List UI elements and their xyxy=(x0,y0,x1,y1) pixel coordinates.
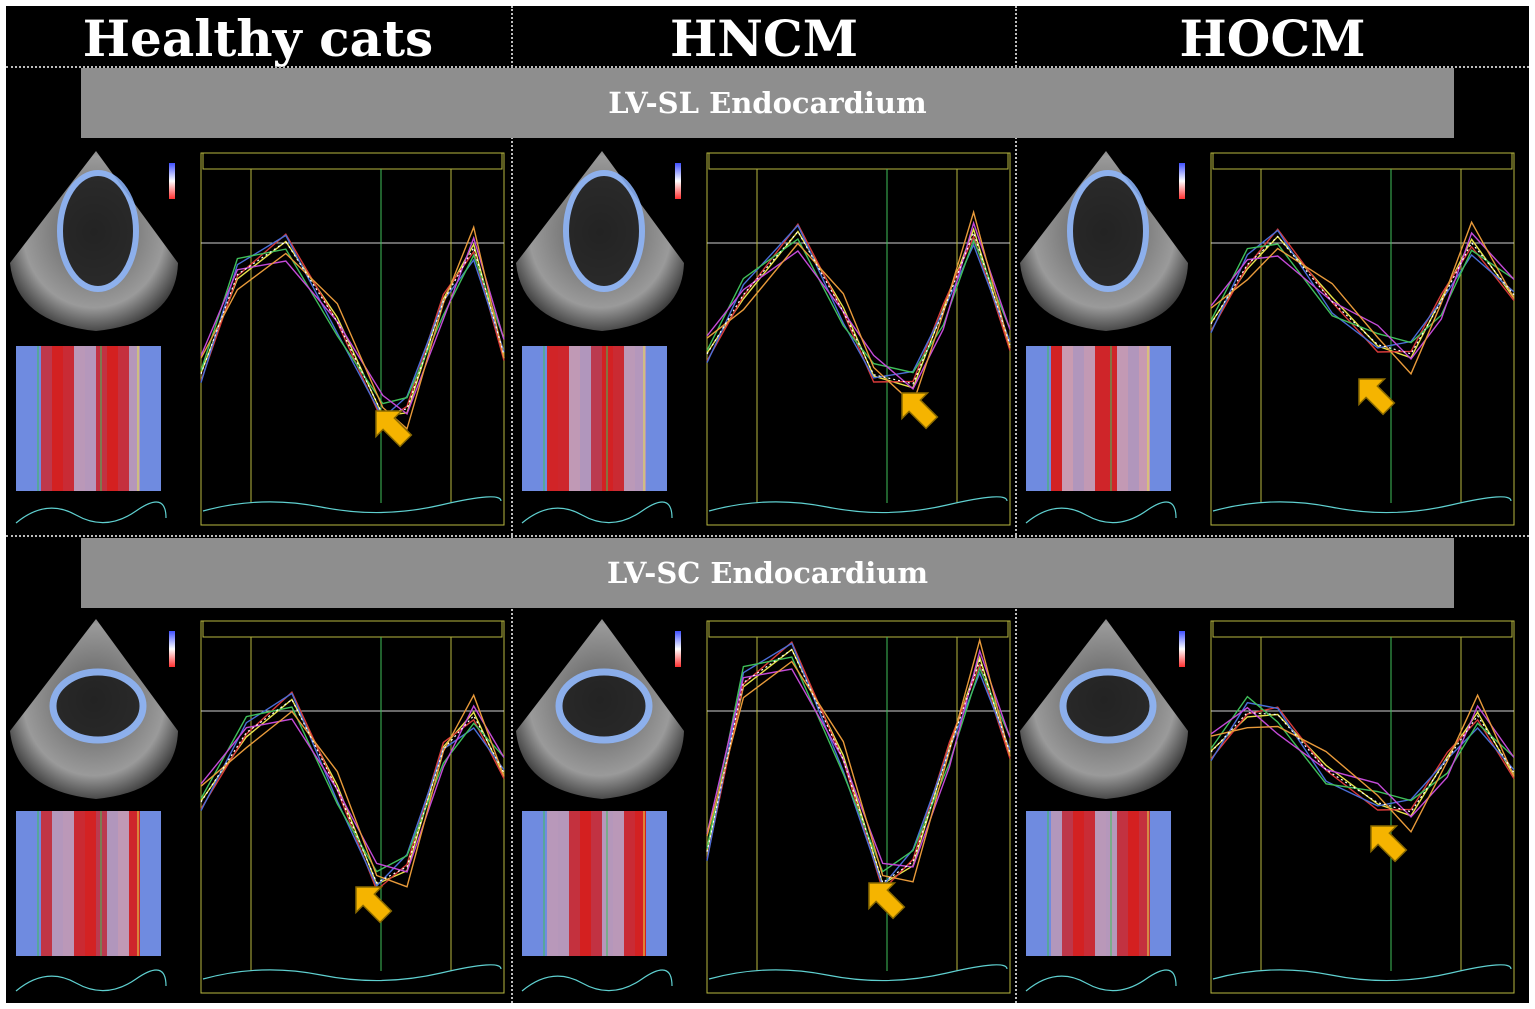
strain-curve-graph xyxy=(706,620,1011,994)
strain-curve-graph xyxy=(200,620,505,994)
echocardiogram-sector-image xyxy=(10,619,178,799)
panel-hocm-sc xyxy=(1016,611,1520,999)
figure-panel: Healthy cats HNCM HOCM LV-SL Endocardium… xyxy=(6,6,1529,1003)
panel-hncm-sl xyxy=(512,143,1016,531)
yellow-arrow-icon xyxy=(1370,825,1408,863)
strain-curve-graph xyxy=(706,152,1011,526)
yellow-arrow-icon xyxy=(901,392,939,430)
strain-color-map xyxy=(1026,346,1171,491)
strain-curve-graph xyxy=(1210,152,1515,526)
row-banner-lv-sc: LV-SC Endocardium xyxy=(81,538,1454,608)
echocardiogram-sector-image xyxy=(516,619,684,799)
echocardiogram-sector-image xyxy=(10,151,178,331)
panel-drawing xyxy=(1020,151,1515,526)
strain-color-map xyxy=(16,811,161,956)
panel-drawing xyxy=(10,619,505,994)
echocardiogram-sector-image xyxy=(1020,619,1188,799)
yellow-arrow-icon xyxy=(1358,378,1396,416)
panel-drawing xyxy=(10,151,505,526)
panel-healthy-sc xyxy=(6,611,510,999)
panel-drawing xyxy=(516,619,1011,994)
panel-drawing xyxy=(1020,619,1515,994)
panel-healthy-sl xyxy=(6,143,510,531)
yellow-arrow-icon xyxy=(375,410,413,448)
panel-drawing xyxy=(516,151,1011,526)
divider-col-2 xyxy=(1015,6,1017,1003)
strain-color-map xyxy=(1026,811,1171,956)
yellow-arrow-icon xyxy=(868,882,906,920)
echocardiogram-sector-image xyxy=(1020,151,1188,331)
divider-top xyxy=(6,66,1529,68)
strain-color-map xyxy=(522,811,667,956)
panel-hncm-sc xyxy=(512,611,1016,999)
column-header-hncm: HNCM xyxy=(669,9,859,68)
strain-color-map xyxy=(522,346,667,491)
row-banner-lv-sl: LV-SL Endocardium xyxy=(81,68,1454,138)
yellow-arrow-icon xyxy=(355,886,393,924)
strain-color-map xyxy=(16,346,161,491)
divider-middle xyxy=(6,535,1529,537)
panel-hocm-sl xyxy=(1016,143,1520,531)
column-header-hocm: HOCM xyxy=(1179,9,1366,68)
column-header-healthy: Healthy cats xyxy=(82,9,434,68)
strain-curve-graph xyxy=(1210,620,1515,994)
divider-col-1 xyxy=(511,6,513,1003)
strain-curve-graph xyxy=(200,152,505,526)
echocardiogram-sector-image xyxy=(516,151,684,331)
